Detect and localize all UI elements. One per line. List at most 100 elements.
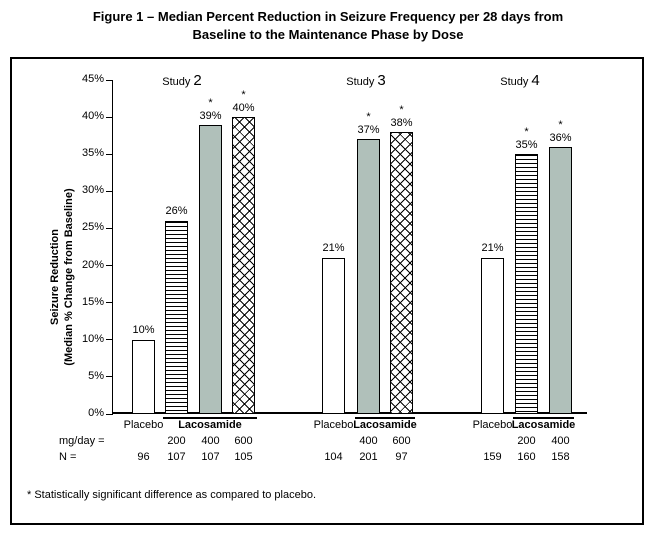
n-label: 107 <box>201 451 220 463</box>
group-header-number: 3 <box>377 72 386 89</box>
dose-label: 200 <box>167 435 186 447</box>
bar-value-text: 10% <box>132 324 155 336</box>
y-tick-label: 0% <box>88 407 104 419</box>
dose-label: 600 <box>234 435 253 447</box>
y-tick-mark <box>106 302 113 304</box>
bar-study-4-placebo <box>481 258 504 414</box>
bar-value-text: 21% <box>322 242 345 254</box>
dose-row-label: mg/day = <box>59 435 105 447</box>
group-header-study-3: Study 3 <box>316 72 416 89</box>
y-axis-label-line2: (Median % Change from Baseline) <box>63 188 75 366</box>
bar-value-label: 26% <box>147 205 207 218</box>
lacosamide-label: Lacosamide <box>178 419 242 431</box>
bar-study-4-200mg <box>515 154 538 414</box>
bar-value-label: * 38% <box>372 104 432 130</box>
group-header-number: 2 <box>193 72 202 89</box>
bar-study-3-400mg <box>357 139 380 414</box>
bar-value-text: 21% <box>481 242 504 254</box>
significance-asterisk: * <box>524 126 529 138</box>
significance-asterisk: * <box>399 104 404 116</box>
y-tick-mark <box>106 265 113 267</box>
lacosamide-bracket <box>355 417 415 419</box>
lacosamide-bracket <box>163 417 257 419</box>
bar-study-3-placebo <box>322 258 345 414</box>
bar-value-text: 37% <box>357 124 380 136</box>
group-header-word: Study <box>346 76 378 88</box>
y-axis-label: Seizure Reduction (Median % Change from … <box>48 162 76 392</box>
n-row-label: N = <box>59 451 77 463</box>
dose-label: 200 <box>517 435 536 447</box>
y-tick-label: 30% <box>81 184 104 197</box>
bar-study-2-placebo <box>132 340 155 414</box>
significance-asterisk: * <box>558 119 563 131</box>
lacosamide-bracket <box>513 417 574 419</box>
y-axis-label-line1: Seizure Reduction <box>49 229 61 325</box>
y-tick-mark <box>106 190 113 192</box>
bar-value-label: 21% <box>304 242 364 255</box>
bar-value-label: * 37% <box>339 111 399 137</box>
bar-value-label: 21% <box>463 242 523 255</box>
bar-value-text: 39% <box>199 110 222 122</box>
bar-value-text: 36% <box>549 132 572 144</box>
bar-study-3-600mg <box>390 132 413 414</box>
y-tick-mark <box>106 227 113 229</box>
lacosamide-label: Lacosamide <box>511 419 576 431</box>
n-label: 158 <box>551 451 570 463</box>
n-label: 201 <box>359 451 378 463</box>
lacosamide-label: Lacosamide <box>353 419 417 431</box>
n-label: 96 <box>137 451 150 463</box>
y-tick-label: 40% <box>81 110 104 123</box>
bar-value-label: 10% <box>114 324 174 337</box>
n-label: 160 <box>517 451 536 463</box>
figure-title: Figure 1 – Median Percent Reduction in S… <box>0 8 656 44</box>
n-label: 104 <box>324 451 343 463</box>
bar-study-4-400mg <box>549 147 572 414</box>
significance-asterisk: * <box>366 111 371 123</box>
bar-value-text: 38% <box>390 117 413 129</box>
bar-study-2-600mg <box>232 117 255 414</box>
dose-label: 400 <box>551 435 570 447</box>
y-tick-mark <box>106 153 113 155</box>
y-tick-label: 20% <box>81 258 104 271</box>
n-label: 105 <box>234 451 253 463</box>
group-header-word: Study <box>500 76 532 88</box>
significance-asterisk: * <box>241 89 246 101</box>
bar-value-label: * 36% <box>531 119 591 145</box>
placebo-label: Placebo <box>472 419 513 431</box>
footnote: * Statistically significant difference a… <box>27 489 317 501</box>
y-tick-label: 25% <box>81 221 104 234</box>
bar-value-label: * 39% <box>181 97 241 123</box>
y-tick-label: 5% <box>88 369 104 382</box>
n-label: 159 <box>483 451 502 463</box>
y-tick-mark <box>106 79 113 81</box>
y-tick-mark <box>106 413 113 415</box>
placebo-label: Placebo <box>123 419 164 431</box>
bar-study-2-400mg <box>199 125 222 414</box>
significance-asterisk: * <box>208 97 213 109</box>
dose-label: 400 <box>359 435 378 447</box>
plot-area <box>112 80 587 414</box>
y-tick-label: 10% <box>81 332 104 345</box>
y-tick-mark <box>106 376 113 378</box>
figure-title-line2: Baseline to the Maintenance Phase by Dos… <box>192 27 464 42</box>
y-tick-label: 15% <box>81 295 104 308</box>
y-tick-label: 35% <box>81 147 104 160</box>
y-tick-label: 45% <box>81 73 104 85</box>
group-header-number: 4 <box>531 72 540 89</box>
y-tick-mark <box>106 339 113 341</box>
dose-label: 400 <box>201 435 220 447</box>
group-header-study-2: Study 2 <box>132 72 232 89</box>
dose-label: 600 <box>392 435 411 447</box>
placebo-label: Placebo <box>313 419 354 431</box>
n-label: 107 <box>167 451 186 463</box>
bar-value-text: 35% <box>515 139 538 151</box>
bar-value-text: 26% <box>165 205 188 217</box>
bar-value-label: * 40% <box>214 89 274 115</box>
chart-area: Seizure Reduction (Median % Change from … <box>10 57 644 525</box>
bar-study-2-200mg <box>165 221 188 414</box>
group-header-study-4: Study 4 <box>470 72 570 89</box>
bar-value-text: 40% <box>232 102 255 114</box>
bar-value-label: * 35% <box>497 126 557 152</box>
n-label: 97 <box>395 451 408 463</box>
